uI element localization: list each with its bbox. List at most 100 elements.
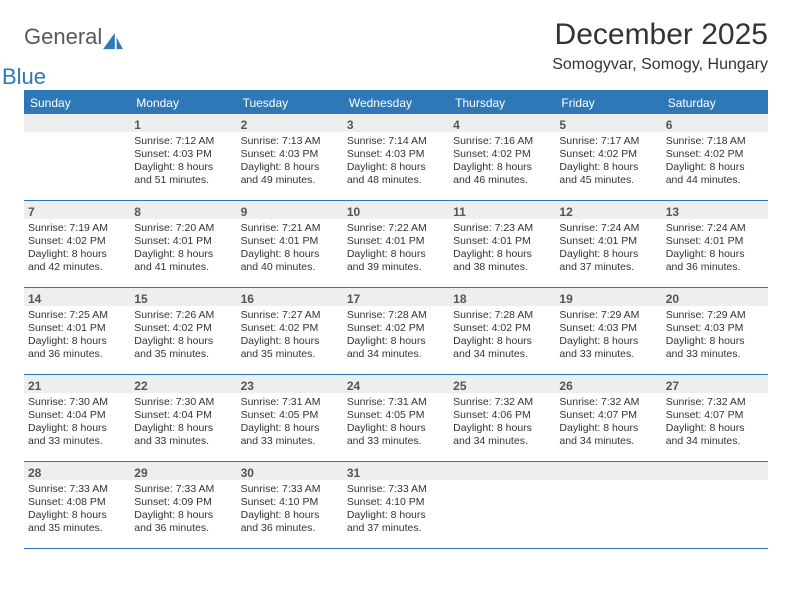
daynum-bar: 24 [343,375,449,393]
calendar-cell: 31Sunrise: 7:33 AMSunset: 4:10 PMDayligh… [343,462,449,548]
daynum-bar: 10 [343,201,449,219]
cell-body: Sunrise: 7:23 AMSunset: 4:01 PMDaylight:… [449,219,555,281]
sunrise-text: Sunrise: 7:25 AM [28,309,126,322]
calendar-cell: 15Sunrise: 7:26 AMSunset: 4:02 PMDayligh… [130,288,236,374]
daynum-bar: 31 [343,462,449,480]
daylight-text: Daylight: 8 hours and 34 minutes. [453,335,551,361]
daynum-bar: 5 [555,114,661,132]
day-number: 15 [134,292,147,306]
daynum-bar: 21 [24,375,130,393]
day-number: 10 [347,205,360,219]
sunset-text: Sunset: 4:07 PM [666,409,764,422]
day-number: 19 [559,292,572,306]
daynum-bar: 16 [237,288,343,306]
cell-body: Sunrise: 7:20 AMSunset: 4:01 PMDaylight:… [130,219,236,281]
calendar-cell: 24Sunrise: 7:31 AMSunset: 4:05 PMDayligh… [343,375,449,461]
daylight-text: Daylight: 8 hours and 49 minutes. [241,161,339,187]
calendar-cell: 8Sunrise: 7:20 AMSunset: 4:01 PMDaylight… [130,201,236,287]
cell-body: Sunrise: 7:30 AMSunset: 4:04 PMDaylight:… [130,393,236,455]
day-number: 12 [559,205,572,219]
sunrise-text: Sunrise: 7:31 AM [347,396,445,409]
calendar-cell [449,462,555,548]
daynum-bar: 18 [449,288,555,306]
sunrise-text: Sunrise: 7:12 AM [134,135,232,148]
daylight-text: Daylight: 8 hours and 35 minutes. [28,509,126,535]
daylight-text: Daylight: 8 hours and 37 minutes. [559,248,657,274]
daylight-text: Daylight: 8 hours and 36 minutes. [28,335,126,361]
cell-body: Sunrise: 7:32 AMSunset: 4:07 PMDaylight:… [662,393,768,455]
daylight-text: Daylight: 8 hours and 36 minutes. [134,509,232,535]
sunset-text: Sunset: 4:04 PM [28,409,126,422]
daylight-text: Daylight: 8 hours and 46 minutes. [453,161,551,187]
daylight-text: Daylight: 8 hours and 36 minutes. [241,509,339,535]
cell-body: Sunrise: 7:31 AMSunset: 4:05 PMDaylight:… [343,393,449,455]
calendar-cell: 7Sunrise: 7:19 AMSunset: 4:02 PMDaylight… [24,201,130,287]
logo-word2: Blue [2,64,46,89]
day-number: 4 [453,118,460,132]
calendar-cell: 28Sunrise: 7:33 AMSunset: 4:08 PMDayligh… [24,462,130,548]
sunrise-text: Sunrise: 7:20 AM [134,222,232,235]
sunset-text: Sunset: 4:02 PM [559,148,657,161]
calendar: Sunday Monday Tuesday Wednesday Thursday… [24,90,768,549]
week-row: 14Sunrise: 7:25 AMSunset: 4:01 PMDayligh… [24,288,768,375]
day-number: 16 [241,292,254,306]
daynum-bar: 13 [662,201,768,219]
sunrise-text: Sunrise: 7:30 AM [134,396,232,409]
day-number: 3 [347,118,354,132]
week-row: 28Sunrise: 7:33 AMSunset: 4:08 PMDayligh… [24,462,768,549]
sunset-text: Sunset: 4:01 PM [28,322,126,335]
day-number: 25 [453,379,466,393]
sunset-text: Sunset: 4:10 PM [347,496,445,509]
daynum-bar: 27 [662,375,768,393]
daylight-text: Daylight: 8 hours and 35 minutes. [241,335,339,361]
daylight-text: Daylight: 8 hours and 36 minutes. [666,248,764,274]
daylight-text: Daylight: 8 hours and 34 minutes. [559,422,657,448]
day-number: 6 [666,118,673,132]
cell-body: Sunrise: 7:32 AMSunset: 4:07 PMDaylight:… [555,393,661,455]
daynum-bar: 6 [662,114,768,132]
calendar-cell: 12Sunrise: 7:24 AMSunset: 4:01 PMDayligh… [555,201,661,287]
sunrise-text: Sunrise: 7:33 AM [347,483,445,496]
daynum-bar: 9 [237,201,343,219]
calendar-cell: 30Sunrise: 7:33 AMSunset: 4:10 PMDayligh… [237,462,343,548]
calendar-cell: 16Sunrise: 7:27 AMSunset: 4:02 PMDayligh… [237,288,343,374]
cell-body: Sunrise: 7:18 AMSunset: 4:02 PMDaylight:… [662,132,768,194]
sunset-text: Sunset: 4:03 PM [559,322,657,335]
calendar-cell: 2Sunrise: 7:13 AMSunset: 4:03 PMDaylight… [237,114,343,200]
daynum-bar: 26 [555,375,661,393]
sunset-text: Sunset: 4:02 PM [666,148,764,161]
sunset-text: Sunset: 4:01 PM [347,235,445,248]
day-number: 5 [559,118,566,132]
day-number: 14 [28,292,41,306]
day-header-fri: Friday [555,92,661,114]
sunrise-text: Sunrise: 7:33 AM [28,483,126,496]
calendar-cell: 14 Sunrise: 7:25 AMSunset: 4:01 PMDayligh… [24,288,130,374]
cell-body: Sunrise: 7:19 AMSunset: 4:02 PMDaylight:… [24,219,130,281]
daynum-bar: 20 [662,288,768,306]
sunrise-text: Sunrise: 7:31 AM [241,396,339,409]
cell-body: Sunrise: 7:27 AMSunset: 4:02 PMDaylight:… [237,306,343,368]
cell-body: Sunrise: 7:16 AMSunset: 4:02 PMDaylight:… [449,132,555,194]
sail-icon [102,32,124,50]
logo-word1: General [24,24,102,50]
calendar-cell: 20Sunrise: 7:29 AMSunset: 4:03 PMDayligh… [662,288,768,374]
sunset-text: Sunset: 4:05 PM [347,409,445,422]
cell-body: Sunrise: 7:24 AMSunset: 4:01 PMDaylight:… [555,219,661,281]
daynum-bar: 2 [237,114,343,132]
cell-body: Sunrise: 7:13 AMSunset: 4:03 PMDaylight:… [237,132,343,194]
sunset-text: Sunset: 4:07 PM [559,409,657,422]
sunrise-text: Sunrise: 7:29 AM [666,309,764,322]
day-number: 17 [347,292,360,306]
sunrise-text: Sunrise: 7:14 AM [347,135,445,148]
sunset-text: Sunset: 4:02 PM [241,322,339,335]
daylight-text: Daylight: 8 hours and 51 minutes. [134,161,232,187]
daylight-text: Daylight: 8 hours and 38 minutes. [453,248,551,274]
sunset-text: Sunset: 4:05 PM [241,409,339,422]
calendar-cell [555,462,661,548]
cell-body: Sunrise: 7:26 AMSunset: 4:02 PMDaylight:… [130,306,236,368]
title-block: December 2025 Somogyvar, Somogy, Hungary [552,18,768,74]
week-row: 21Sunrise: 7:30 AMSunset: 4:04 PMDayligh… [24,375,768,462]
day-number: 13 [666,205,679,219]
cell-body: Sunrise: 7:28 AMSunset: 4:02 PMDaylight:… [343,306,449,368]
day-header-mon: Monday [130,92,236,114]
